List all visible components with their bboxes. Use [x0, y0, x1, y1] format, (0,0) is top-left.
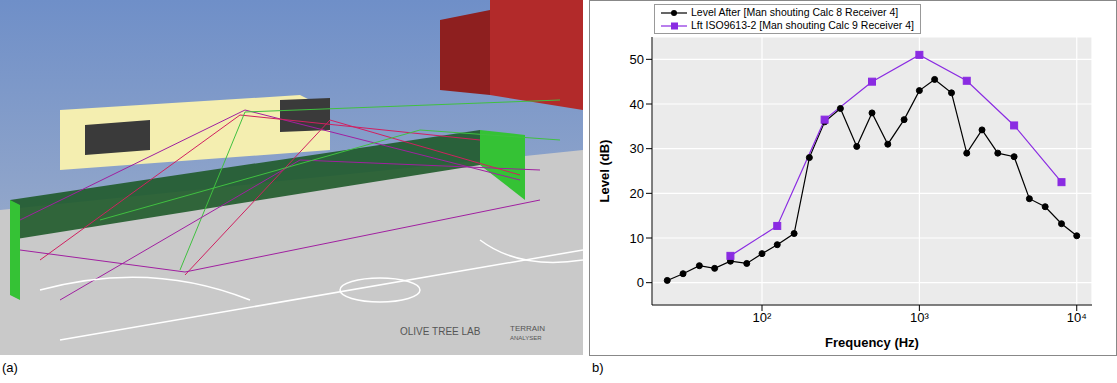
svg-text:0: 0 [637, 275, 644, 290]
svg-text:10: 10 [630, 231, 644, 246]
svg-text:Frequency (Hz): Frequency (Hz) [825, 335, 919, 350]
html-text:Lft ISO9613-2 [Man shouting Ca: Lft ISO9613-2 [Man shouting Calc 9 Recei… [691, 19, 914, 31]
svg-text:10³: 10³ [910, 310, 929, 325]
svg-text:10⁴: 10⁴ [1067, 310, 1087, 325]
svg-text:OLIVE TREE LAB: OLIVE TREE LAB [400, 326, 481, 337]
svg-text:30: 30 [630, 141, 644, 156]
html-text:(a): (a) [2, 360, 18, 375]
svg-text:10²: 10² [753, 310, 772, 325]
svg-text:20: 20 [630, 186, 644, 201]
svg-text:TERRAIN: TERRAIN [510, 324, 545, 333]
svg-text:Level (dB): Level (dB) [597, 140, 612, 203]
svg-text:ANALYSER: ANALYSER [510, 335, 542, 341]
svg-text:50: 50 [630, 52, 644, 67]
html-text:Level After [Man shouting Calc: Level After [Man shouting Calc 8 Receive… [691, 6, 899, 18]
html-text:b): b) [592, 360, 604, 375]
svg-text:40: 40 [630, 97, 644, 112]
